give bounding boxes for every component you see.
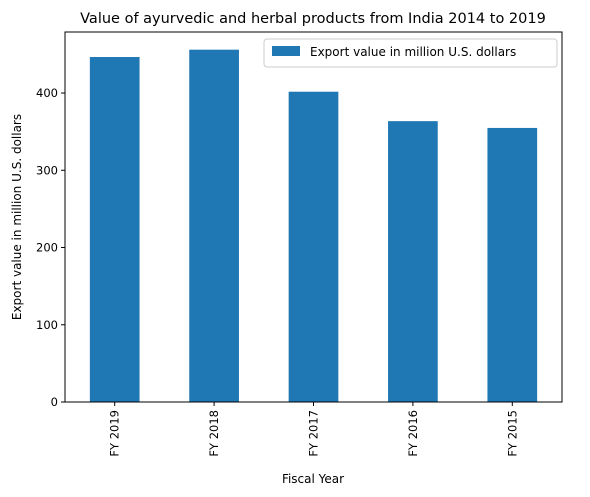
bar — [388, 121, 438, 402]
bar — [289, 92, 339, 402]
x-tick-label: FY 2018 — [207, 410, 221, 457]
bar — [189, 50, 239, 402]
y-tick-label: 0 — [51, 395, 58, 409]
y-tick-label: 300 — [36, 163, 58, 177]
x-tick-label: FY 2015 — [505, 410, 519, 457]
legend-label: Export value in million U.S. dollars — [310, 45, 516, 59]
legend-swatch — [272, 46, 300, 56]
y-tick-label: 400 — [36, 86, 58, 100]
bars-group — [90, 50, 537, 402]
x-tick-label: FY 2016 — [406, 410, 420, 457]
plot-area — [65, 32, 562, 402]
bar — [90, 57, 140, 402]
bar — [487, 128, 537, 402]
y-axis-label: Export value in million U.S. dollars — [10, 114, 24, 320]
chart-title: Value of ayurvedic and herbal products f… — [80, 11, 546, 27]
legend: Export value in million U.S. dollars — [264, 39, 557, 67]
x-axis-label: Fiscal Year — [282, 472, 344, 486]
x-axis: FY 2019 FY 2018 FY 2017 FY 2016 FY 2015 — [108, 402, 520, 457]
y-tick-label: 200 — [36, 241, 58, 255]
y-axis: 0 100 200 300 400 — [36, 86, 65, 409]
y-tick-label: 100 — [36, 318, 58, 332]
x-tick-label: FY 2017 — [307, 410, 321, 457]
x-tick-label: FY 2019 — [108, 410, 122, 457]
